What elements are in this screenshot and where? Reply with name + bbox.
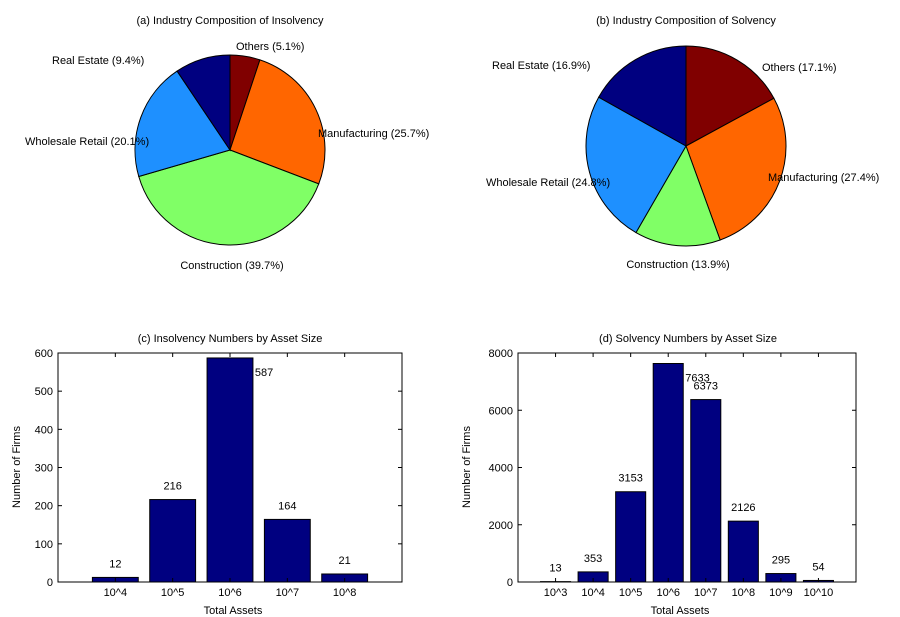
y-tick-label: 6000 xyxy=(489,405,513,417)
bar-10-6 xyxy=(206,357,254,583)
chart-title: (b) Industry Composition of Solvency xyxy=(596,15,776,27)
bar-10-5 xyxy=(149,499,197,583)
pie-slice-wholesale-retail xyxy=(134,70,231,178)
bar-10-7 xyxy=(263,518,311,583)
slice-label-wholesale-retail: Wholesale Retail (24.8%) xyxy=(486,177,610,189)
x-axis-label: Total Assets xyxy=(204,605,263,617)
x-tick-label: 10^6 xyxy=(218,587,242,599)
x-tick-label: 10^9 xyxy=(769,587,793,599)
x-tick-label: 10^3 xyxy=(544,587,568,599)
x-tick-label: 10^7 xyxy=(694,587,718,599)
chart-title: (c) Insolvency Numbers by Asset Size xyxy=(138,333,323,345)
data-label: 12 xyxy=(109,558,121,570)
slice-label-construction: Construction (13.9%) xyxy=(626,259,729,271)
pie-slice-wholesale-retail xyxy=(585,96,687,234)
x-tick-label: 10^8 xyxy=(333,587,357,599)
x-tick-label: 10^8 xyxy=(732,587,756,599)
y-tick-label: 0 xyxy=(47,577,53,589)
x-tick-label: 10^7 xyxy=(276,587,300,599)
slice-label-wholesale-retail: Wholesale Retail (20.1%) xyxy=(25,136,149,148)
slice-label-others: Others (5.1%) xyxy=(236,41,304,53)
slice-label-real-estate: Real Estate (16.9%) xyxy=(492,60,590,72)
slice-label-manufacturing: Manufacturing (25.7%) xyxy=(318,128,429,140)
bar-chart-insolvency: (c) Insolvency Numbers by Asset Size 0 10… xyxy=(11,333,403,617)
data-label: 587 xyxy=(255,367,273,379)
pie-slice-others xyxy=(685,45,775,147)
data-label: 2126 xyxy=(731,502,755,514)
chart-title: (d) Solvency Numbers by Asset Size xyxy=(599,333,777,345)
y-tick-label: 2000 xyxy=(489,520,513,532)
bar-10-5 xyxy=(615,491,647,583)
data-label: 7633 xyxy=(685,373,709,385)
pie-slice-real-estate xyxy=(176,54,231,152)
x-tick-label: 10^5 xyxy=(161,587,185,599)
data-label: 295 xyxy=(772,555,790,567)
data-label: 164 xyxy=(278,500,296,512)
bar-10-6 xyxy=(652,363,684,583)
bar-10-8 xyxy=(727,520,759,583)
data-label: 6373 xyxy=(694,381,718,393)
chart-title: (a) Industry Composition of Insolvency xyxy=(136,15,324,27)
data-label: 216 xyxy=(163,481,181,493)
y-tick-label: 100 xyxy=(35,539,53,551)
y-tick-label: 0 xyxy=(507,577,513,589)
slice-label-others: Others (17.1%) xyxy=(762,62,837,74)
x-axis-label: Total Assets xyxy=(651,605,710,617)
slice-label-construction: Construction (39.7%) xyxy=(180,260,283,272)
data-label: 3153 xyxy=(618,473,642,485)
pie-slice-construction xyxy=(635,144,721,247)
plot-frame xyxy=(517,352,857,583)
y-tick-label: 8000 xyxy=(489,348,513,360)
pie-slice-construction xyxy=(138,149,320,246)
pie-slice-real-estate xyxy=(598,45,687,147)
y-tick-label: 400 xyxy=(35,424,53,436)
data-label: 13 xyxy=(549,563,561,575)
pie-slice-manufacturing xyxy=(685,97,787,241)
x-tick-label: 10^4 xyxy=(581,587,605,599)
x-tick-label: 10^10 xyxy=(804,587,834,599)
data-label: 21 xyxy=(339,555,351,567)
y-axis-label: Number of Firms xyxy=(461,426,473,508)
slice-label-real-estate: Real Estate (9.4%) xyxy=(52,55,144,67)
pie-chart-solvency: (b) Industry Composition of Solvency Oth… xyxy=(486,15,879,271)
y-axis-label: Number of Firms xyxy=(11,426,23,508)
x-tick-label: 10^6 xyxy=(656,587,680,599)
y-tick-label: 4000 xyxy=(489,463,513,475)
y-tick-label: 600 xyxy=(35,348,53,360)
data-label: 54 xyxy=(812,561,824,573)
y-tick-label: 300 xyxy=(35,463,53,475)
bar-10-7 xyxy=(690,399,722,583)
pie-slice-manufacturing xyxy=(229,59,326,185)
data-label: 353 xyxy=(584,553,602,565)
pie-chart-insolvency: (a) Industry Composition of Insolvency O… xyxy=(25,15,429,272)
x-tick-label: 10^4 xyxy=(104,587,128,599)
y-tick-label: 200 xyxy=(35,501,53,513)
x-tick-label: 10^5 xyxy=(619,587,643,599)
slice-label-manufacturing: Manufacturing (27.4%) xyxy=(768,172,879,184)
y-tick-label: 500 xyxy=(35,386,53,398)
bar-chart-solvency: (d) Solvency Numbers by Asset Size 0 2000… xyxy=(461,333,857,617)
